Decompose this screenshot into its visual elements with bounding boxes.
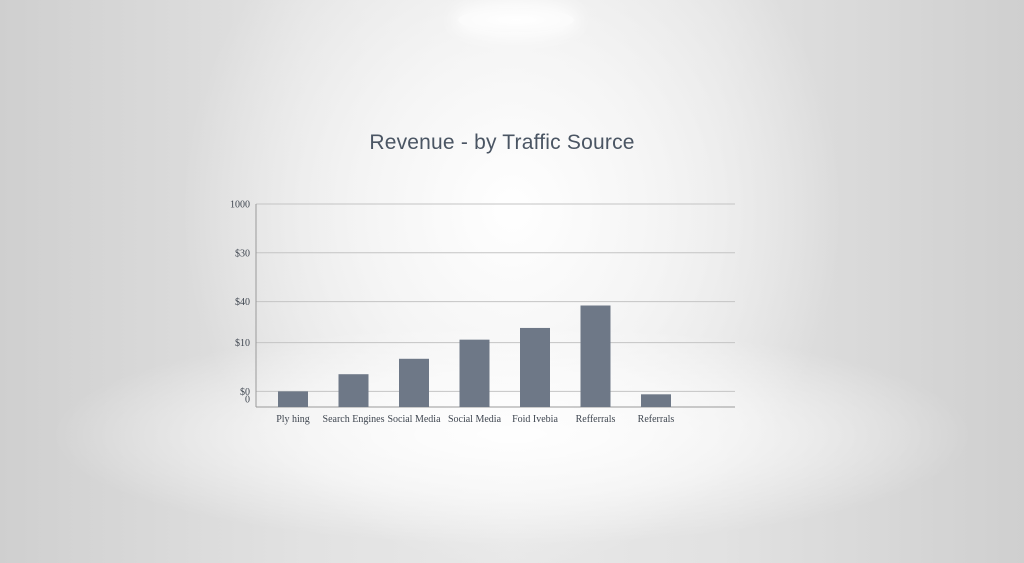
- bar: [338, 374, 369, 407]
- ceiling-light: [458, 8, 574, 32]
- bar: [520, 327, 550, 407]
- x-tick-label: Search Engines: [323, 414, 385, 425]
- x-tick-label: Social Media: [448, 414, 502, 425]
- x-tick-label: Social Media: [387, 414, 441, 425]
- bar: [399, 358, 429, 407]
- bar: [459, 339, 490, 407]
- y-tick-label: 0: [245, 395, 250, 406]
- bar: [641, 394, 671, 407]
- x-tick-label: Ply hing: [276, 414, 310, 425]
- bars: [278, 305, 671, 407]
- x-tick-label: Foid Ivebia: [512, 414, 558, 425]
- axes: [255, 204, 735, 408]
- gridlines: [256, 203, 735, 392]
- x-tick-label: Referrals: [638, 414, 675, 425]
- bar: [278, 391, 308, 407]
- y-tick-label: 1000: [230, 200, 250, 211]
- chart-title: Revenue - by Traffic Source: [369, 131, 635, 154]
- y-tick-label: $0: [240, 387, 250, 398]
- y-tick-label: $10: [235, 338, 250, 349]
- y-tick-label: $30: [235, 248, 250, 259]
- y-tick-label: $40: [235, 297, 250, 308]
- x-tick-label: Refferrals: [576, 414, 616, 425]
- bar: [580, 305, 611, 407]
